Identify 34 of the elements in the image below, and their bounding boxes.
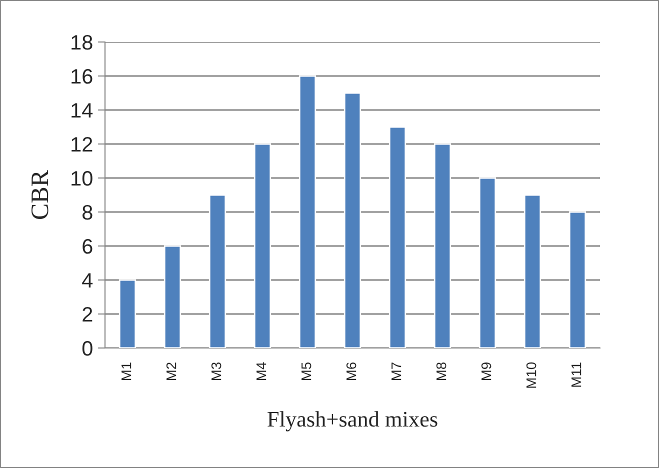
x-tick-label: M4	[256, 362, 266, 380]
y-axis-title: CBR	[31, 170, 48, 219]
x-tick-label: M7	[392, 362, 402, 380]
x-tick-label: M1	[122, 362, 132, 380]
x-tick-label: M11	[572, 362, 582, 387]
y-tick-label: 4	[82, 273, 93, 288]
bar	[478, 177, 496, 348]
bar	[298, 75, 316, 348]
y-tick-label: 10	[72, 171, 92, 186]
bar	[118, 279, 136, 348]
x-axis-title: Flyash+sand mixes	[268, 411, 438, 432]
bar	[434, 143, 452, 348]
bar	[208, 194, 226, 348]
bar	[568, 211, 586, 348]
bar	[388, 126, 406, 348]
y-tick-label: 18	[72, 35, 92, 50]
bar	[164, 245, 182, 348]
y-tick-label: 8	[82, 205, 92, 220]
bar	[344, 92, 362, 348]
bar	[254, 143, 272, 348]
x-tick-label: M8	[436, 362, 446, 380]
y-tick-label: 0	[82, 341, 92, 356]
y-tick-label: 2	[82, 307, 92, 322]
x-tick-label: M5	[302, 362, 312, 380]
y-tick-label: 14	[72, 103, 93, 118]
x-tick-label: M10	[526, 362, 536, 388]
y-tick-label: 12	[72, 137, 92, 152]
x-tick-label: M3	[211, 362, 222, 380]
y-tick-label: 16	[72, 69, 92, 84]
x-tick-label: M9	[481, 362, 492, 380]
x-tick-label: M2	[166, 362, 176, 380]
y-tick-label: 6	[82, 239, 92, 254]
bar	[524, 194, 542, 348]
x-tick-label: M6	[346, 362, 356, 380]
